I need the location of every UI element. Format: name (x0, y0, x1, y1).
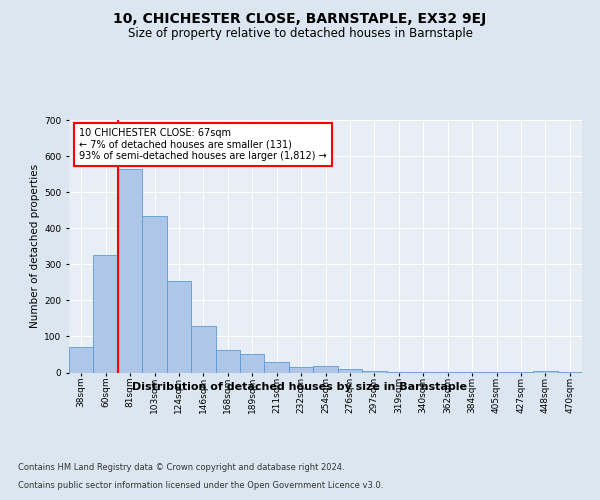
Bar (338, 369, 362, 372)
Bar (142, 216, 167, 372)
Text: 10 CHICHESTER CLOSE: 67sqm
← 7% of detached houses are smaller (131)
93% of semi: 10 CHICHESTER CLOSE: 67sqm ← 7% of detac… (79, 128, 327, 161)
Y-axis label: Number of detached properties: Number of detached properties (30, 164, 40, 328)
Text: Contains HM Land Registry data © Crown copyright and database right 2024.: Contains HM Land Registry data © Crown c… (18, 464, 344, 472)
Bar (362, 370, 386, 372)
Bar (289, 367, 313, 372)
Text: Contains public sector information licensed under the Open Government Licence v3: Contains public sector information licen… (18, 481, 383, 490)
Bar (313, 366, 338, 372)
Text: Size of property relative to detached houses in Barnstaple: Size of property relative to detached ho… (128, 28, 473, 40)
Bar (265, 362, 289, 372)
Bar (533, 370, 557, 372)
Bar (240, 354, 265, 372)
Bar (69, 347, 94, 372)
Bar (215, 350, 240, 372)
Text: 10, CHICHESTER CLOSE, BARNSTAPLE, EX32 9EJ: 10, CHICHESTER CLOSE, BARNSTAPLE, EX32 9… (113, 12, 487, 26)
Bar (191, 326, 215, 372)
Bar (167, 280, 191, 372)
Bar (118, 168, 142, 372)
Text: Distribution of detached houses by size in Barnstaple: Distribution of detached houses by size … (133, 382, 467, 392)
Bar (94, 256, 118, 372)
